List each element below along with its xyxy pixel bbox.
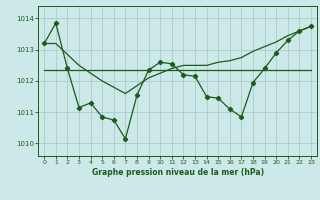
X-axis label: Graphe pression niveau de la mer (hPa): Graphe pression niveau de la mer (hPa) [92,168,264,177]
